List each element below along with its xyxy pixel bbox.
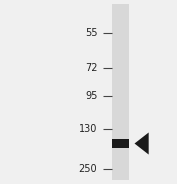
Text: 130: 130 [79,124,97,134]
Bar [112,4,129,180]
Text: 250: 250 [79,164,97,174]
Polygon shape [135,132,149,155]
Text: 95: 95 [85,91,97,101]
Bar [112,139,129,148]
Text: 72: 72 [85,63,97,73]
Text: 55: 55 [85,28,97,38]
